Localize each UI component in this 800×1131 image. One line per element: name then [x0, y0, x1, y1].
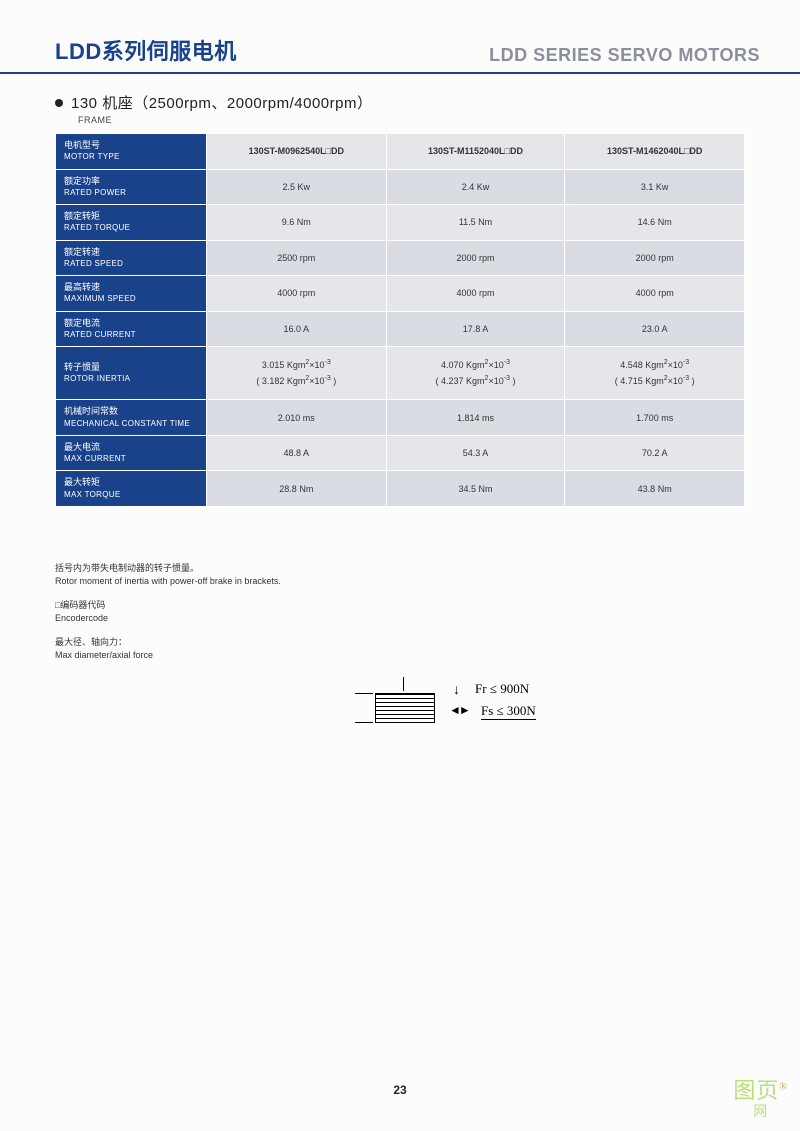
- spec-table: 电机型号MOTOR TYPE130ST-M0962540L□DD130ST-M1…: [55, 133, 745, 507]
- frame-label: FRAME: [0, 115, 800, 125]
- fs-label: Fs ≤ 300N: [481, 703, 536, 720]
- row-header: 最大转矩MAX TORQUE: [56, 471, 206, 506]
- row-header: 最大电流MAX CURRENT: [56, 436, 206, 471]
- data-cell: 130ST-M1152040L□DD: [387, 134, 565, 169]
- note-encoder-en: Encodercode: [55, 612, 800, 626]
- data-cell: 54.3 A: [387, 436, 565, 471]
- data-cell: 3.1 Kw: [565, 170, 744, 205]
- table-row: 额定功率RATED POWER2.5 Kw2.4 Kw3.1 Kw: [56, 170, 744, 205]
- page-header: LDD系列伺服电机 LDD SERIES SERVO MOTORS: [0, 0, 800, 74]
- data-cell: 3.015 Kgm2×10-3( 3.182 Kgm2×10-3 ): [207, 347, 386, 399]
- footnotes: 括号内为带失电制动器的转子惯量。 Rotor moment of inertia…: [55, 562, 800, 663]
- page-number: 23: [0, 1083, 800, 1097]
- data-cell: 130ST-M0962540L□DD: [207, 134, 386, 169]
- table-row: 电机型号MOTOR TYPE130ST-M0962540L□DD130ST-M1…: [56, 134, 744, 169]
- data-cell: 28.8 Nm: [207, 471, 386, 506]
- data-cell: 4000 rpm: [565, 276, 744, 311]
- shaft-icon: [375, 693, 435, 723]
- arrow-down-icon: ↓: [453, 681, 460, 697]
- row-header: 额定转矩RATED TORQUE: [56, 205, 206, 240]
- data-cell: 4.070 Kgm2×10-3( 4.237 Kgm2×10-3 ): [387, 347, 565, 399]
- note-inertia-en: Rotor moment of inertia with power-off b…: [55, 575, 800, 589]
- data-cell: 2000 rpm: [565, 241, 744, 276]
- data-cell: 130ST-M1462040L□DD: [565, 134, 744, 169]
- data-cell: 4.548 Kgm2×10-3( 4.715 Kgm2×10-3 ): [565, 347, 744, 399]
- data-cell: 17.8 A: [387, 312, 565, 347]
- data-cell: 4000 rpm: [207, 276, 386, 311]
- data-cell: 11.5 Nm: [387, 205, 565, 240]
- table-row: 最大电流MAX CURRENT48.8 A54.3 A70.2 A: [56, 436, 744, 471]
- row-header: 额定转速RATED SPEED: [56, 241, 206, 276]
- data-cell: 23.0 A: [565, 312, 744, 347]
- table-row: 最大转矩MAX TORQUE28.8 Nm34.5 Nm43.8 Nm: [56, 471, 744, 506]
- fr-label: Fr ≤ 900N: [475, 681, 529, 697]
- table-row: 额定转矩RATED TORQUE9.6 Nm11.5 Nm14.6 Nm: [56, 205, 744, 240]
- data-cell: 2.4 Kw: [387, 170, 565, 205]
- row-header: 额定功率RATED POWER: [56, 170, 206, 205]
- row-header: 额定电流RATED CURRENT: [56, 312, 206, 347]
- data-cell: 1.814 ms: [387, 400, 565, 435]
- data-cell: 16.0 A: [207, 312, 386, 347]
- force-diagram: ↓ Fr ≤ 900N ◄► Fs ≤ 300N: [355, 677, 635, 737]
- title-english: LDD SERIES SERVO MOTORS: [489, 45, 760, 66]
- data-cell: 4000 rpm: [387, 276, 565, 311]
- table-row: 转子惯量ROTOR INERTIA3.015 Kgm2×10-3( 3.182 …: [56, 347, 744, 399]
- data-cell: 43.8 Nm: [565, 471, 744, 506]
- data-cell: 34.5 Nm: [387, 471, 565, 506]
- data-cell: 14.6 Nm: [565, 205, 744, 240]
- table-row: 额定转速RATED SPEED2500 rpm2000 rpm2000 rpm: [56, 241, 744, 276]
- arrow-horizontal-icon: ◄►: [449, 703, 469, 717]
- table-row: 最高转速MAXIMUM SPEED4000 rpm4000 rpm4000 rp…: [56, 276, 744, 311]
- row-header: 电机型号MOTOR TYPE: [56, 134, 206, 169]
- note-force-en: Max diameter/axial force: [55, 649, 800, 663]
- row-header: 转子惯量ROTOR INERTIA: [56, 347, 206, 399]
- watermark: 图页® 网: [733, 1073, 788, 1121]
- data-cell: 1.700 ms: [565, 400, 744, 435]
- note-encoder-cn: □编码器代码: [55, 599, 800, 613]
- data-cell: 9.6 Nm: [207, 205, 386, 240]
- bullet-icon: [55, 99, 63, 107]
- row-header: 最高转速MAXIMUM SPEED: [56, 276, 206, 311]
- title-chinese: LDD系列伺服电机: [55, 34, 237, 66]
- row-header: 机械时间常数MECHANICAL CONSTANT TIME: [56, 400, 206, 435]
- data-cell: 48.8 A: [207, 436, 386, 471]
- data-cell: 70.2 A: [565, 436, 744, 471]
- subtitle-row: 130 机座（2500rpm、2000rpm/4000rpm）: [0, 92, 800, 113]
- table-row: 额定电流RATED CURRENT16.0 A17.8 A23.0 A: [56, 312, 744, 347]
- data-cell: 2.5 Kw: [207, 170, 386, 205]
- subtitle-text: 130 机座（2500rpm、2000rpm/4000rpm）: [71, 92, 372, 113]
- note-force-cn: 最大径、轴向力：: [55, 636, 800, 650]
- data-cell: 2500 rpm: [207, 241, 386, 276]
- data-cell: 2000 rpm: [387, 241, 565, 276]
- data-cell: 2.010 ms: [207, 400, 386, 435]
- note-inertia-cn: 括号内为带失电制动器的转子惯量。: [55, 562, 800, 576]
- table-row: 机械时间常数MECHANICAL CONSTANT TIME2.010 ms1.…: [56, 400, 744, 435]
